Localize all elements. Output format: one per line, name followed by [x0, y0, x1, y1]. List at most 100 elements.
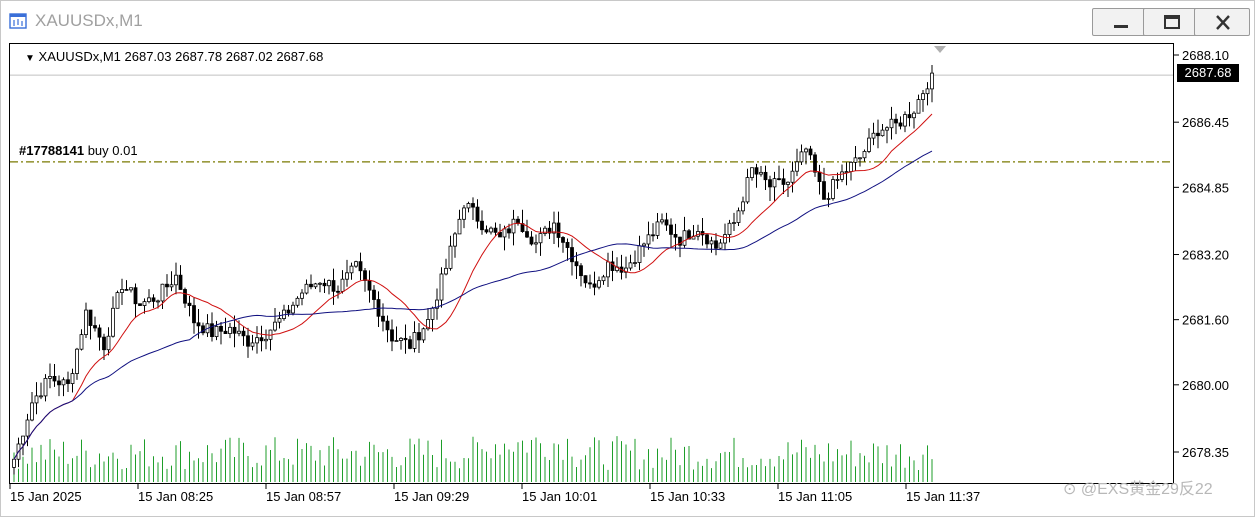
candle-body	[138, 303, 142, 306]
candle-body	[250, 342, 255, 347]
candle-body	[358, 261, 363, 272]
candle-body	[331, 280, 336, 292]
candle-body	[637, 245, 642, 263]
candle-body	[709, 240, 714, 245]
candle-body	[115, 292, 120, 309]
candle-body	[853, 157, 858, 163]
price-tick-label: 2684.85	[1182, 180, 1229, 195]
candle-body	[921, 93, 925, 100]
candle-body	[421, 328, 426, 341]
price-tick-label: 2678.35	[1182, 445, 1229, 460]
candle-body	[223, 330, 228, 334]
candle-body	[84, 309, 88, 336]
candle-body	[111, 307, 115, 337]
candle-body	[426, 319, 430, 330]
maximize-button[interactable]	[1143, 8, 1199, 36]
candlestick-chart[interactable]	[10, 44, 1173, 483]
candle-body	[25, 419, 30, 437]
candle-body	[30, 402, 34, 421]
candle-body	[547, 227, 552, 234]
candle-body	[439, 273, 444, 301]
order-side: buy	[87, 143, 109, 158]
candle-body	[606, 261, 610, 278]
candle-body	[147, 297, 151, 303]
candle-body	[705, 234, 709, 245]
candle-body	[754, 167, 759, 175]
candle-body	[151, 297, 156, 302]
time-tick-label: 15 Jan 11:37	[906, 489, 980, 504]
candle-body	[169, 284, 174, 288]
candle-body	[264, 338, 268, 342]
candle-body	[732, 222, 736, 224]
candle-body	[232, 326, 237, 334]
symbol-ohlc-header: ▼ XAUUSDx,M1 2687.03 2687.78 2687.02 268…	[25, 49, 323, 64]
candle-body	[394, 340, 399, 342]
candle-body	[714, 240, 718, 249]
candle-body	[367, 280, 372, 291]
candle-body	[493, 227, 498, 233]
candle-body	[57, 380, 61, 386]
candle-body	[156, 300, 160, 303]
candle-body	[813, 154, 817, 173]
time-tick-label: 15 Jan 08:57	[266, 489, 341, 504]
candle-body	[768, 179, 772, 188]
candle-body	[669, 224, 673, 235]
candle-body	[880, 129, 885, 137]
price-tick-label: 2680.00	[1182, 378, 1229, 393]
time-tick-label: 15 Jan 10:33	[650, 489, 725, 504]
chart-plot-area[interactable]	[9, 43, 1174, 484]
candle-body	[228, 326, 232, 334]
candle-body	[453, 233, 457, 247]
chart-shift-marker[interactable]	[934, 46, 946, 53]
ma-fast-line	[13, 113, 933, 460]
candle-body	[210, 323, 214, 338]
candle-body	[534, 242, 538, 245]
candle-body	[183, 289, 187, 304]
candle-body	[241, 330, 246, 337]
maximize-icon	[1164, 15, 1180, 29]
close-button[interactable]	[1194, 8, 1250, 36]
candle-body	[475, 206, 480, 222]
candle-body	[489, 227, 493, 233]
time-tick-label: 15 Jan 11:05	[778, 489, 852, 504]
time-axis[interactable]: 15 Jan 2025 15 Jan 08:25 15 Jan 08:57 15 Ja…	[9, 484, 1249, 514]
order-label[interactable]: #17788141 buy 0.01	[19, 143, 138, 158]
candle-body	[601, 276, 606, 282]
candle-body	[646, 234, 651, 245]
candle-body	[745, 177, 750, 203]
price-axis[interactable]: 2688.10 2686.45 2684.85 2683.20 2681.60 2680.…	[1174, 43, 1244, 484]
candle-body	[741, 201, 745, 212]
candle-body	[178, 274, 183, 290]
candle-body	[651, 234, 655, 237]
candle-body	[565, 241, 570, 248]
candle-body	[304, 283, 309, 294]
title-bar[interactable]: XAUUSDx,M1	[1, 1, 1254, 41]
candle-body	[655, 221, 660, 236]
close-icon	[1216, 15, 1230, 30]
window-title: XAUUSDx,M1	[35, 11, 143, 30]
candle-body	[120, 289, 124, 293]
candle-body	[588, 282, 592, 285]
candle-body	[97, 327, 102, 338]
time-tick-label: 15 Jan 2025	[10, 489, 82, 504]
minimize-button[interactable]	[1092, 8, 1148, 36]
candle-body	[129, 287, 133, 291]
candle-body	[592, 283, 597, 288]
candle-body	[772, 178, 777, 188]
time-tick-label: 15 Jan 10:01	[522, 489, 597, 504]
candle-body	[466, 203, 471, 209]
candle-body	[804, 148, 808, 153]
candle-body	[273, 321, 277, 331]
candle-body	[435, 299, 439, 309]
order-ticket: #17788141	[19, 143, 85, 158]
ohlc-values: 2687.03 2687.78 2687.02 2687.68	[124, 49, 324, 64]
candle-body	[471, 203, 475, 208]
current-price-label: 2687.68	[1177, 64, 1239, 82]
candle-body	[385, 320, 390, 331]
candle-body	[583, 275, 588, 284]
collapse-triangle-icon[interactable]: ▼	[25, 53, 35, 64]
candle-body	[88, 309, 93, 326]
candle-body	[660, 219, 664, 223]
candle-body	[763, 171, 768, 181]
